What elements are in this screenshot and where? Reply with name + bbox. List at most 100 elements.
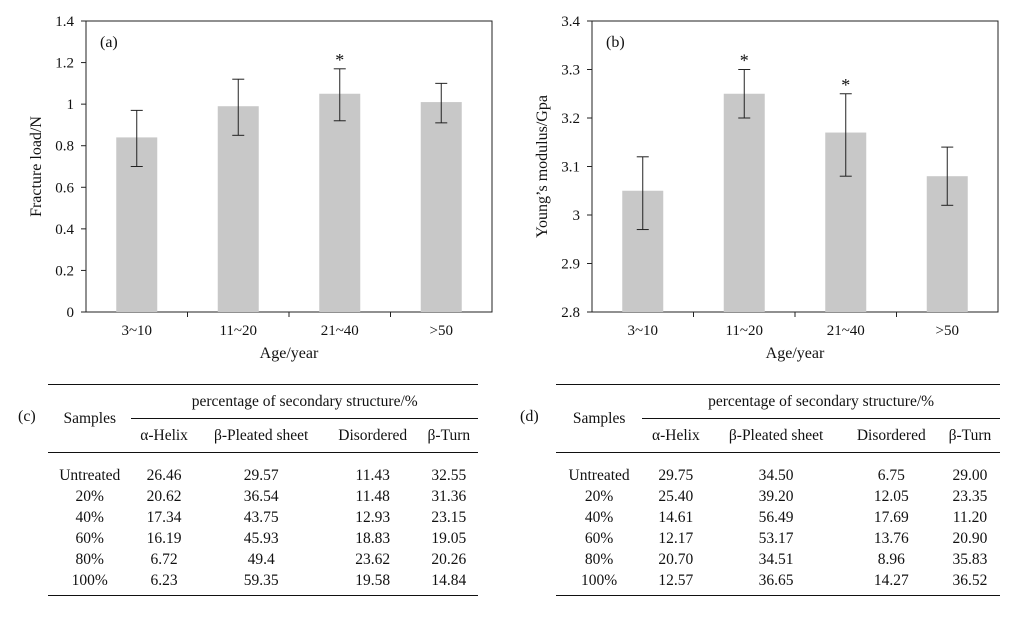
column-header: β-Turn: [939, 418, 1000, 453]
chart-panel-a: 0 0.2 0.4 0.6 0.8 1 1.2 1.4 3~10 11~20 * 21~40 >50 Ag…: [0, 0, 505, 370]
bar-chart-b: 2.8 2.9 3 3.1 3.2 3.3 3.4 3~10 * 11~20 * 21~40 >50 Ag…: [534, 14, 999, 362]
x-tick-label: 21~40: [827, 323, 865, 339]
x-axis-label: Age/year: [260, 345, 319, 362]
group-header: percentage of secondary structure/%: [642, 384, 1000, 419]
value-cell: 20.62: [146, 487, 182, 505]
bar: [319, 93, 361, 312]
y-tick-label: 0.6: [55, 180, 74, 196]
value-cell: 11.20: [952, 508, 988, 526]
value-cell: 14.61: [658, 508, 694, 526]
value-cell: 56.49: [758, 508, 794, 526]
table-row: 80% 6.72 49.4 23.62 20.26: [48, 549, 478, 570]
value-cell: 59.35: [196, 570, 326, 596]
value-cell: 19.58: [325, 570, 420, 596]
panel-label: (b): [606, 34, 625, 51]
y-tick-label: 2.8: [561, 305, 580, 321]
value-cell: 26.46: [146, 466, 182, 484]
y-tick-label: 0: [67, 305, 75, 321]
sample-cell: 20%: [75, 487, 104, 505]
x-tick-label: 21~40: [321, 323, 359, 339]
panel-label: (a): [100, 34, 118, 51]
group-header: percentage of secondary structure/%: [131, 384, 478, 419]
y-tick-label: 3.1: [561, 160, 580, 176]
sample-cell: 60%: [75, 529, 104, 547]
x-tick-label: >50: [430, 323, 453, 339]
table-row: 60% 12.17 53.17 13.76 20.90: [556, 528, 1000, 549]
sample-cell: 100%: [556, 570, 643, 596]
sample-cell: 20%: [584, 487, 614, 505]
value-cell: 6.75: [877, 466, 905, 484]
y-tick-label: 1: [67, 97, 75, 113]
table-label: (d): [520, 408, 539, 425]
value-cell: 29.57: [243, 466, 279, 484]
y-axis-label: Young’s modulus/Gpa: [534, 95, 551, 238]
sample-cell: Untreated: [59, 466, 121, 484]
column-header: β-Turn: [419, 418, 478, 453]
value-cell: 23.15: [431, 508, 467, 526]
x-axis-label: Age/year: [766, 345, 825, 362]
significance-marker: *: [740, 51, 749, 71]
column-header: Disordered: [325, 418, 420, 453]
table-row: 60% 16.19 45.93 18.83 19.05: [48, 528, 478, 549]
value-cell: 32.55: [431, 466, 467, 484]
column-header: Disordered: [842, 418, 940, 453]
value-cell: 17.34: [146, 508, 182, 526]
spacer-row: [556, 453, 1000, 466]
sample-cell: 40%: [584, 508, 614, 526]
y-tick-label: 0.2: [55, 263, 74, 279]
table-row: 20% 25.40 39.20 12.05 23.35: [556, 486, 1000, 507]
samples-header: Samples: [556, 384, 643, 453]
value-cell: 31.36: [431, 487, 467, 505]
value-cell: 35.83: [952, 550, 988, 568]
value-cell: 14.27: [842, 570, 940, 596]
y-tick-label: 3.4: [561, 14, 580, 30]
value-cell: 53.17: [758, 529, 794, 547]
value-cell: 6.23: [131, 570, 197, 596]
column-header: α-Helix: [131, 418, 197, 453]
sample-cell: 80%: [584, 550, 614, 568]
table-row: 40% 14.61 56.49 17.69 11.20: [556, 507, 1000, 528]
value-cell: 49.4: [247, 550, 275, 568]
value-cell: 17.69: [873, 508, 909, 526]
y-tick-label: 1.2: [55, 56, 74, 72]
value-cell: 8.96: [877, 550, 905, 568]
value-cell: 43.75: [243, 508, 279, 526]
bar: [420, 102, 462, 312]
y-tick-label: 3.2: [561, 111, 580, 127]
sample-cell: 40%: [75, 508, 104, 526]
value-cell: 12.93: [355, 508, 391, 526]
table-row: 80% 20.70 34.51 8.96 35.83: [556, 549, 1000, 570]
value-cell: 34.51: [758, 550, 794, 568]
value-cell: 14.84: [419, 570, 478, 596]
samples-header: Samples: [48, 384, 132, 453]
value-cell: 13.76: [873, 529, 909, 547]
column-header: β-Pleated sheet: [709, 418, 843, 453]
value-cell: 23.62: [355, 550, 391, 568]
table-panel-d: (d) Samples percentage of secondary stru…: [520, 384, 1000, 616]
table-row: Untreated 26.46 29.57 11.43 32.55: [48, 465, 478, 486]
value-cell: 39.20: [758, 487, 794, 505]
spacer-row: [48, 453, 478, 466]
table-row: Untreated 29.75 34.50 6.75 29.00: [556, 465, 1000, 486]
secondary-structure-table: Samples percentage of secondary structur…: [556, 384, 1000, 596]
table-row: 100% 12.57 36.65 14.27 36.52: [556, 570, 1000, 596]
significance-marker: *: [335, 50, 344, 70]
table-row: 20% 20.62 36.54 11.48 31.36: [48, 486, 478, 507]
sample-cell: Untreated: [568, 466, 630, 484]
table-label: (c): [18, 408, 36, 425]
table-row: 100% 6.23 59.35 19.58 14.84: [48, 570, 478, 596]
value-cell: 6.72: [150, 550, 178, 568]
table-panel-c: (c) Samples percentage of secondary stru…: [18, 384, 480, 616]
x-tick-label: 11~20: [725, 323, 763, 339]
sample-cell: 60%: [584, 529, 614, 547]
chart-panel-b: 2.8 2.9 3 3.1 3.2 3.3 3.4 3~10 * 11~20 * 21~40 >50 Ag…: [506, 0, 1011, 370]
value-cell: 45.93: [243, 529, 279, 547]
value-cell: 16.19: [146, 529, 182, 547]
value-cell: 20.90: [952, 529, 988, 547]
secondary-structure-table: Samples percentage of secondary structur…: [48, 384, 478, 596]
value-cell: 12.05: [873, 487, 909, 505]
value-cell: 36.54: [243, 487, 279, 505]
table-row: 40% 17.34 43.75 12.93 23.15: [48, 507, 478, 528]
sample-cell: 100%: [48, 570, 132, 596]
value-cell: 20.26: [431, 550, 467, 568]
